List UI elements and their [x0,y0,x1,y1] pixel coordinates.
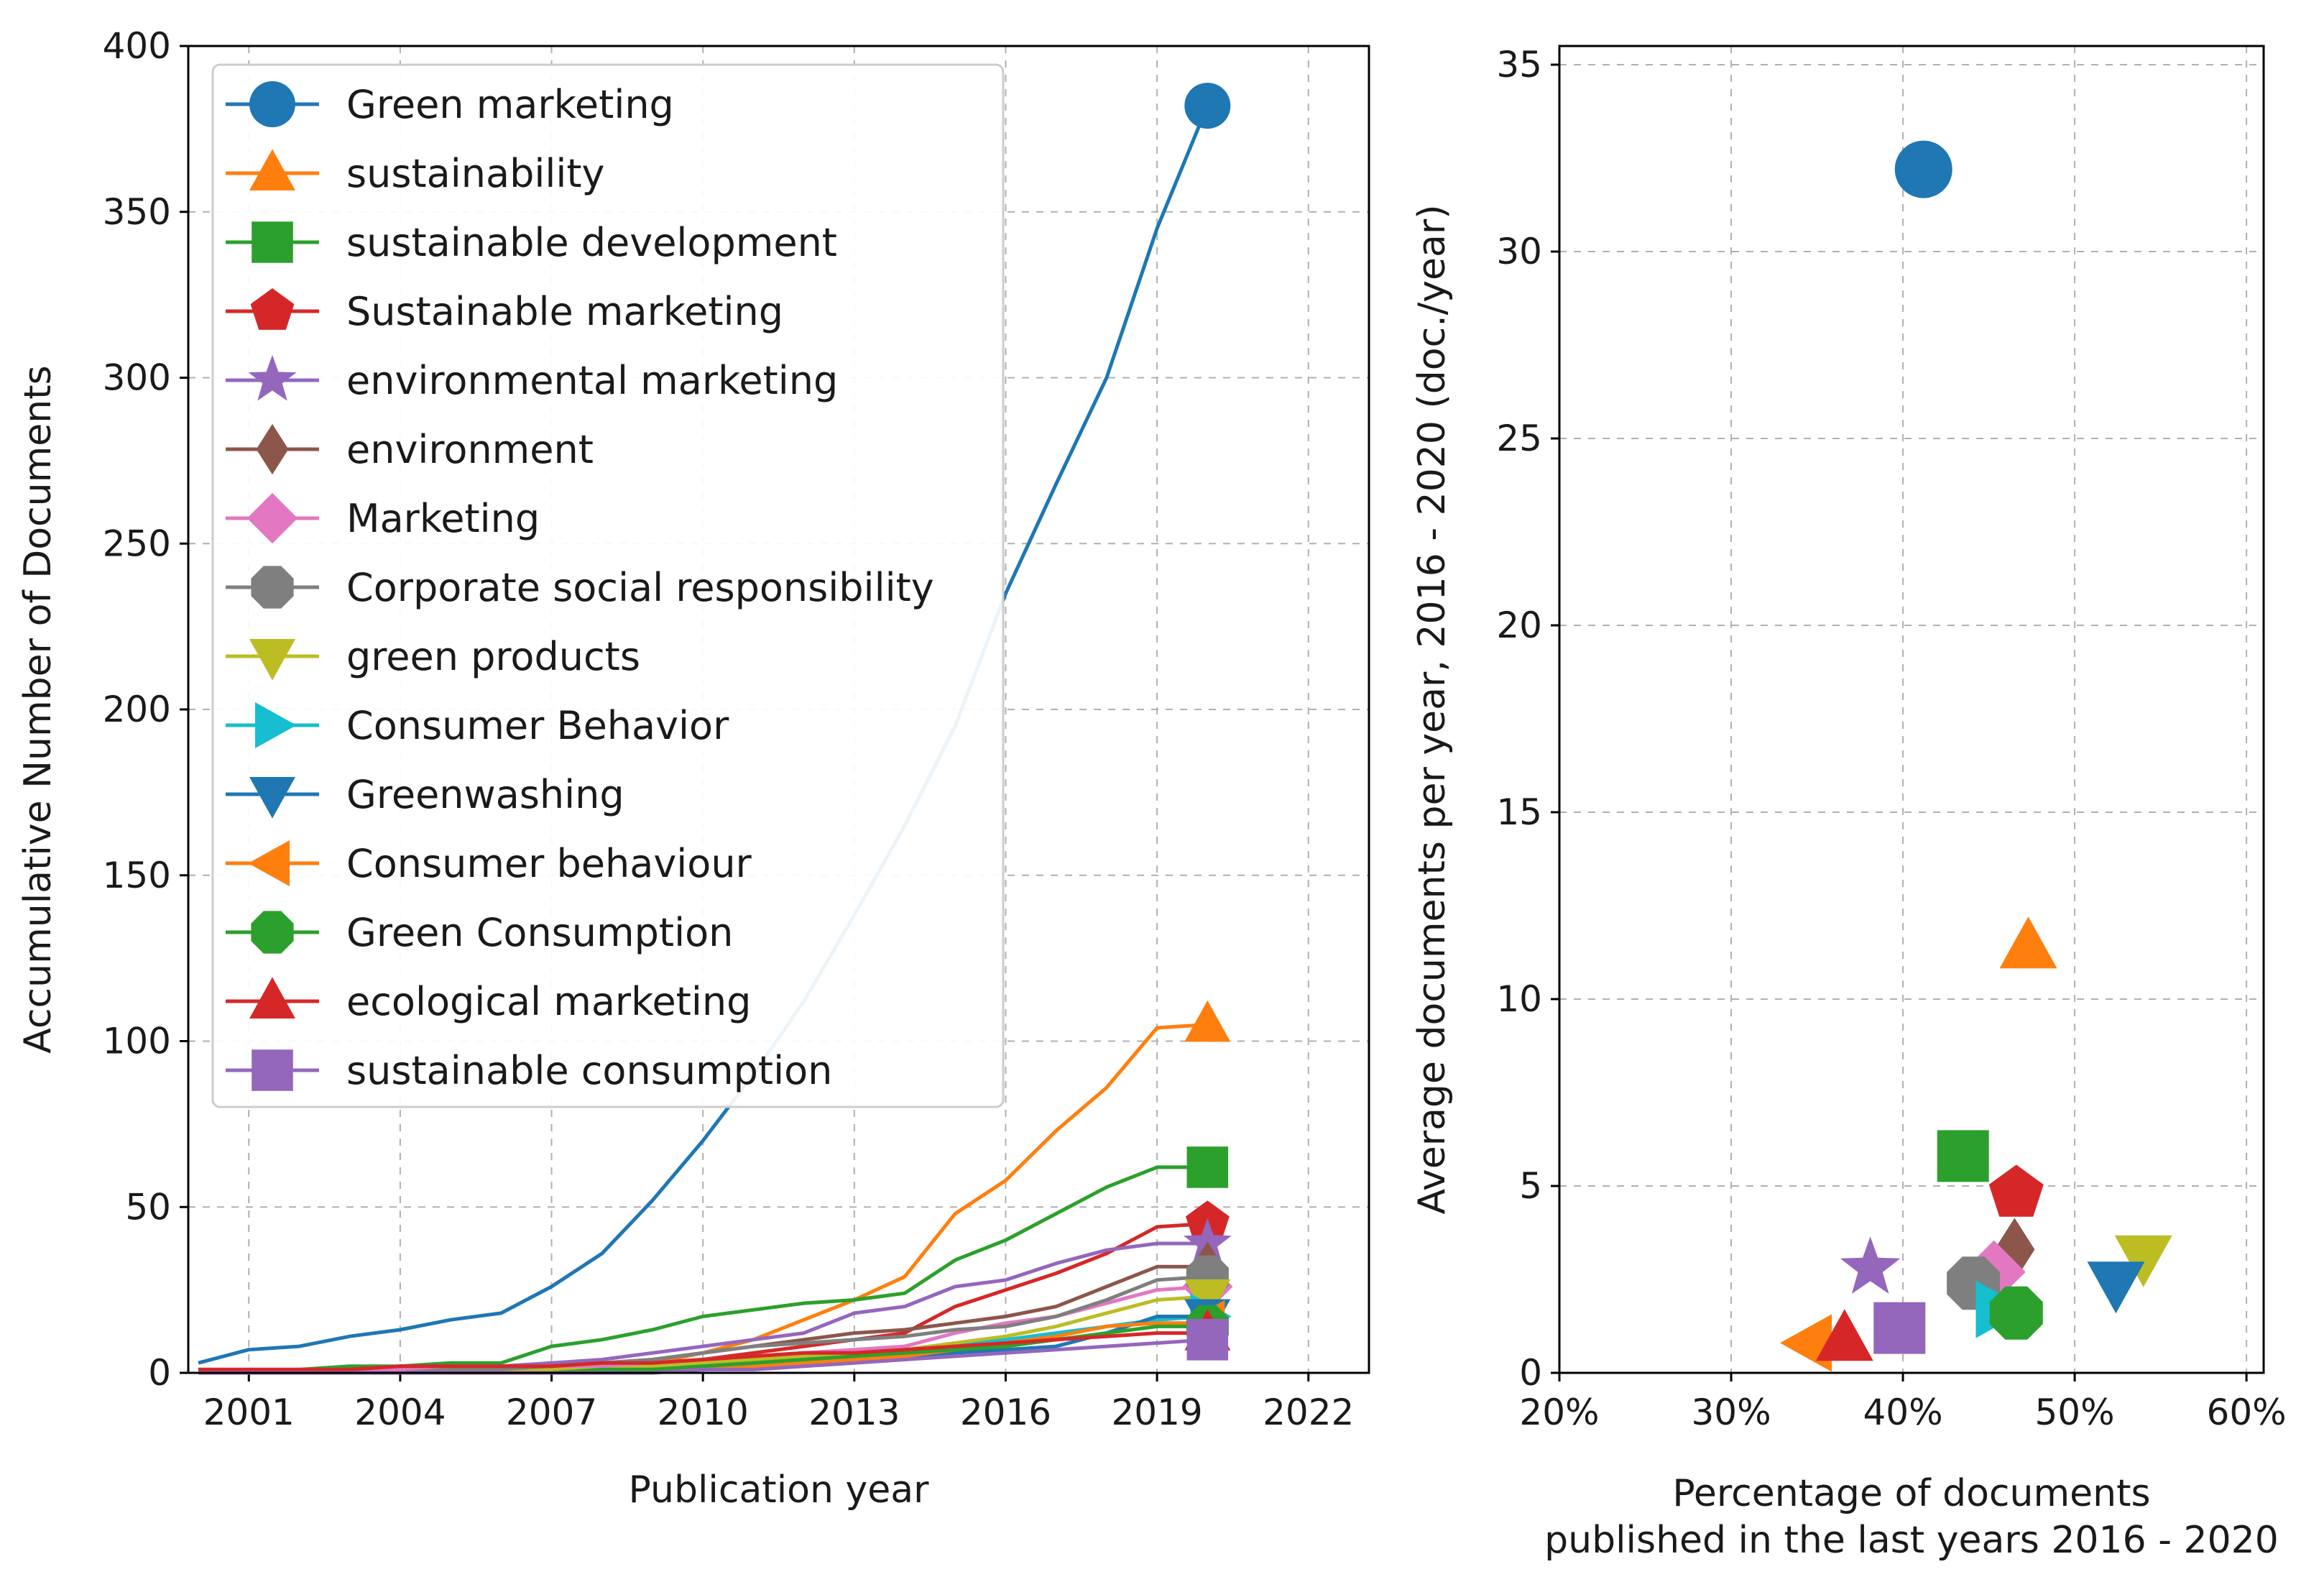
y-tick-label: 25 [1496,418,1542,459]
y-tick-label: 300 [103,357,171,399]
x-axis-label: Percentage of documents [1672,1472,2150,1515]
legend-marker-environmental-marketing [248,354,297,401]
legend-marker-consumer-behavior [255,702,297,748]
scatter-point-environmental-marketing [1840,1236,1901,1294]
legend-label-sustainable-marketing: Sustainable marketing [346,289,783,334]
scatter-point-consumer-behaviour [1780,1314,1832,1372]
series-endpoint-environmental-marketing [1183,1218,1232,1264]
y-tick-label: 5 [1519,1165,1542,1207]
x-tick-label: 20% [1519,1392,1599,1433]
legend-marker-sustainable-development [252,221,293,263]
legend-label-greenwashing: Greenwashing [346,772,624,817]
y-tick-label: 200 [103,689,171,730]
series-endpoint-sustainable-consumption [1186,1319,1229,1361]
plot-frame [1558,45,2265,1374]
line-chart-panel: 2001 2004 2007 2010 2013 2016 2019 2022 0 50 100 15… [17,25,1370,1512]
x-tick-label: 2022 [1263,1392,1354,1433]
legend-marker-marketing [246,492,298,544]
scatter-chart-panel: 20% 30% 40% 50% 60% 0 5 10 15 20 25 30 35 Percentage … [1411,44,2287,1562]
legend-label-consumer-behavior: Consumer Behavior [346,703,729,748]
y-axis-label: Average documents per year, 2016 - 2020 … [1411,204,1454,1214]
y-axis-label: Accumulative Number of Documents [17,365,60,1053]
legend-marker-corporate-social-responsibility [251,566,294,609]
plot-frame [187,45,1370,1374]
y-tick-label: 400 [103,25,171,67]
scatter-point-sustainability [1999,916,2057,969]
y-tick-label: 250 [103,523,171,564]
scatter-point-green-products [2114,1235,2172,1287]
series-endpoint-green-marketing [1184,83,1231,129]
x-axis-label-line2: published in the last years 2016 - 2020 [1544,1519,2279,1562]
scatter-point-sustainable-development [1937,1130,1989,1182]
legend-marker-green-products [249,639,295,681]
x-tick-label: 2007 [506,1392,597,1433]
legend-label-sustainable-development: sustainable development [346,220,837,265]
legend-label-consumer-behaviour: Consumer behaviour [346,841,752,886]
x-tick-label: 2016 [960,1392,1051,1433]
legend-label-green-consumption: Green Consumption [346,910,733,955]
series-endpoint-sustainable-development [1186,1146,1229,1188]
y-tick-label: 0 [148,1352,171,1394]
legend-label-green-products: green products [346,634,640,679]
legend-label-ecological-marketing: ecological marketing [346,979,751,1024]
scatter-point-green-consumption [1989,1286,2043,1340]
legend-label-corporate-social-responsibility: Corporate social responsibility [346,565,934,610]
x-tick-label: 30% [1691,1392,1771,1433]
legend-marker-greenwashing [249,777,295,819]
legend-marker-consumer-behaviour [248,840,290,886]
legend-label-sustainability: sustainability [346,151,605,196]
y-tick-label: 100 [103,1021,171,1062]
y-tick-label: 350 [103,191,171,233]
series-line-sustainable-development [198,1165,1208,1371]
y-tick-label: 50 [125,1186,171,1228]
legend-label-environmental-marketing: environmental marketing [346,358,838,403]
legend-marker-green-marketing [249,81,295,127]
legend-marker-green-consumption [251,911,294,954]
series-endpoint-sustainability [1184,1000,1231,1042]
y-tick-label: 150 [103,855,171,896]
legend-marker-sustainability [249,149,295,190]
series-line-ecological-marketing [198,1331,1208,1371]
y-tick-label: 30 [1496,231,1542,272]
y-tick-label: 10 [1496,978,1542,1020]
x-tick-label: 2004 [354,1392,446,1433]
scatter-point-sustainable-consumption [1873,1302,1926,1354]
scatter-point-green-marketing [1894,140,1952,198]
legend-marker-sustainable-consumption [252,1049,293,1091]
legend-marker-sustainable-marketing [250,288,295,330]
x-tick-label: 2001 [203,1392,295,1433]
x-tick-label: 60% [2207,1392,2287,1433]
scatter-point-greenwashing [2087,1261,2145,1314]
x-tick-label: 2013 [808,1392,900,1433]
x-tick-label: 2019 [1111,1392,1202,1433]
legend-label-green-marketing: Green marketing [346,82,674,127]
scatter-point-ecological-marketing [1815,1309,1873,1361]
y-tick-label: 15 [1496,791,1542,833]
y-tick-label: 20 [1496,604,1542,646]
y-tick-label: 35 [1496,44,1542,86]
x-axis-label: Publication year [629,1468,930,1512]
legend-marker-ecological-marketing [249,977,295,1019]
x-tick-label: 2010 [658,1392,749,1433]
legend-label-sustainable-consumption: sustainable consumption [346,1048,832,1093]
legend-box [211,63,1005,1108]
scatter-point-sustainable-marketing [1988,1164,2044,1217]
legend-label-marketing: Marketing [346,496,540,541]
legend-label-environment: environment [346,427,594,472]
series-line-green-marketing [198,105,1209,1365]
legend-marker-environment [256,423,289,475]
x-tick-label: 40% [1863,1392,1942,1433]
y-tick-label: 0 [1519,1352,1542,1394]
x-tick-label: 50% [2035,1392,2115,1433]
